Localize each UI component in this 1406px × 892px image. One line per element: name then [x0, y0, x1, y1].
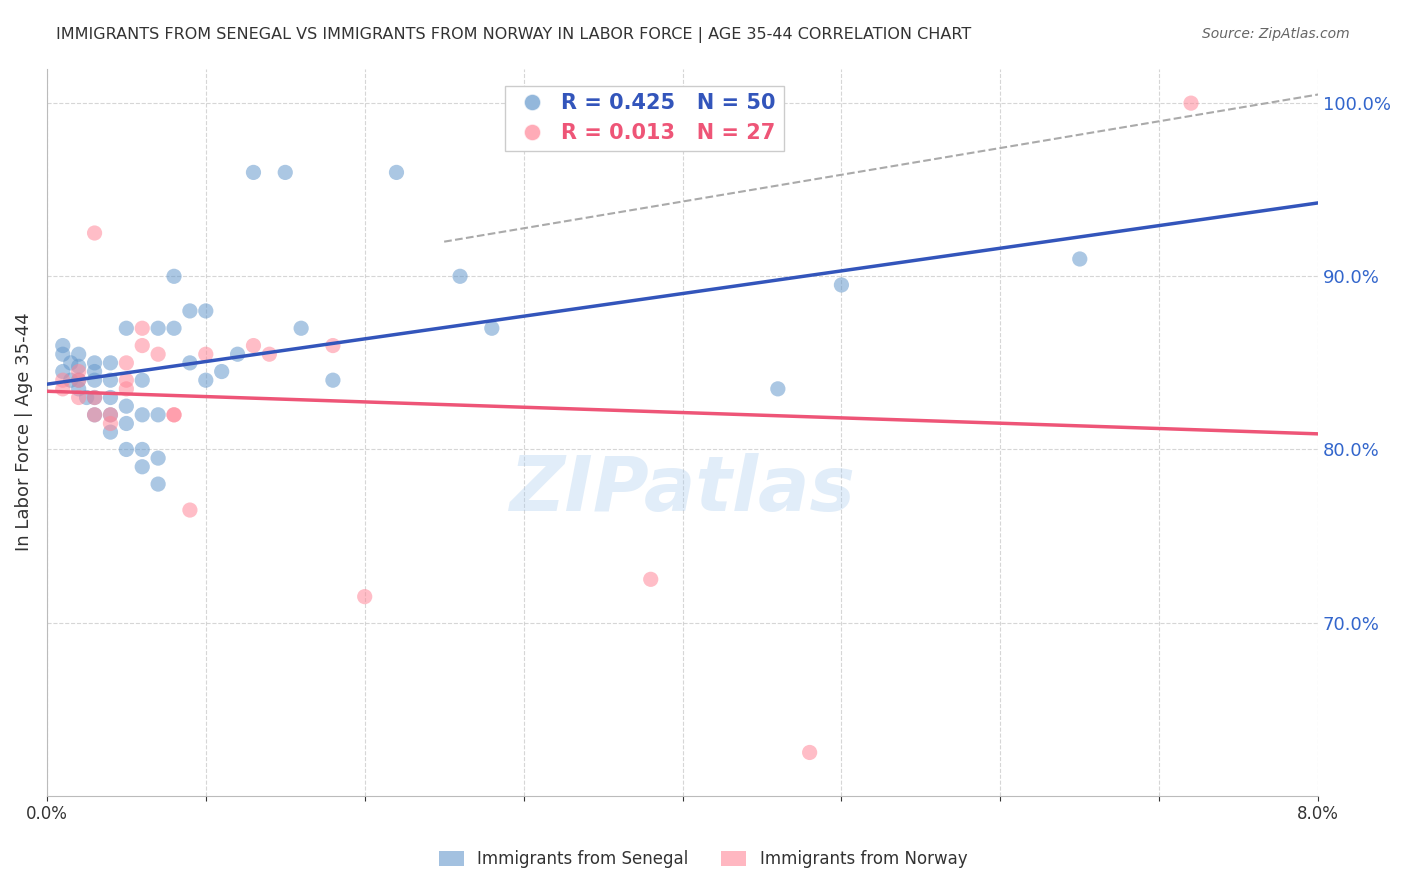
Point: [131, 442, 153, 457]
Point: [115, 321, 138, 335]
Point: [52, 365, 75, 379]
Point: [131, 373, 153, 387]
Point: [322, 373, 344, 387]
Point: [766, 382, 789, 396]
Point: [640, 572, 662, 586]
Point: [83, 408, 105, 422]
Point: [52, 382, 75, 396]
Point: [115, 382, 138, 396]
Point: [194, 347, 217, 361]
Point: [146, 477, 169, 491]
Point: [146, 408, 169, 422]
Point: [163, 408, 186, 422]
Point: [100, 408, 122, 422]
Point: [1180, 96, 1202, 111]
Point: [131, 321, 153, 335]
Point: [242, 338, 264, 352]
Point: [100, 408, 122, 422]
Point: [100, 425, 122, 439]
Point: [131, 408, 153, 422]
Point: [799, 746, 821, 760]
Point: [67, 373, 90, 387]
Point: [830, 277, 852, 292]
Point: [131, 459, 153, 474]
Point: [385, 165, 408, 179]
Legend: Immigrants from Senegal, Immigrants from Norway: Immigrants from Senegal, Immigrants from…: [432, 844, 974, 875]
Point: [67, 359, 90, 374]
Point: [146, 347, 169, 361]
Point: [163, 269, 186, 284]
Point: [259, 347, 281, 361]
Text: Source: ZipAtlas.com: Source: ZipAtlas.com: [1202, 27, 1350, 41]
Point: [83, 356, 105, 370]
Y-axis label: In Labor Force | Age 35-44: In Labor Force | Age 35-44: [15, 313, 32, 551]
Point: [194, 373, 217, 387]
Point: [83, 365, 105, 379]
Point: [163, 321, 186, 335]
Text: ZIPatlas: ZIPatlas: [509, 453, 855, 527]
Point: [100, 373, 122, 387]
Point: [59, 356, 82, 370]
Point: [115, 373, 138, 387]
Point: [83, 373, 105, 387]
Point: [242, 165, 264, 179]
Point: [52, 338, 75, 352]
Point: [100, 356, 122, 370]
Point: [226, 347, 249, 361]
Point: [83, 226, 105, 240]
Point: [179, 304, 201, 318]
Point: [322, 338, 344, 352]
Point: [100, 391, 122, 405]
Point: [290, 321, 312, 335]
Text: IMMIGRANTS FROM SENEGAL VS IMMIGRANTS FROM NORWAY IN LABOR FORCE | AGE 35-44 COR: IMMIGRANTS FROM SENEGAL VS IMMIGRANTS FR…: [56, 27, 972, 43]
Point: [211, 365, 233, 379]
Point: [179, 356, 201, 370]
Point: [146, 321, 169, 335]
Point: [100, 417, 122, 431]
Point: [67, 347, 90, 361]
Point: [194, 304, 217, 318]
Point: [83, 391, 105, 405]
Point: [76, 391, 98, 405]
Point: [59, 373, 82, 387]
Point: [67, 382, 90, 396]
Point: [163, 408, 186, 422]
Point: [449, 269, 471, 284]
Point: [67, 391, 90, 405]
Point: [131, 338, 153, 352]
Point: [146, 451, 169, 466]
Point: [83, 408, 105, 422]
Point: [52, 373, 75, 387]
Point: [52, 347, 75, 361]
Point: [1069, 252, 1091, 266]
Legend: R = 0.425   N = 50, R = 0.013   N = 27: R = 0.425 N = 50, R = 0.013 N = 27: [505, 86, 783, 151]
Point: [83, 391, 105, 405]
Point: [115, 442, 138, 457]
Point: [353, 590, 375, 604]
Point: [67, 373, 90, 387]
Point: [115, 417, 138, 431]
Point: [67, 365, 90, 379]
Point: [481, 321, 503, 335]
Point: [115, 356, 138, 370]
Point: [179, 503, 201, 517]
Point: [274, 165, 297, 179]
Point: [115, 399, 138, 413]
